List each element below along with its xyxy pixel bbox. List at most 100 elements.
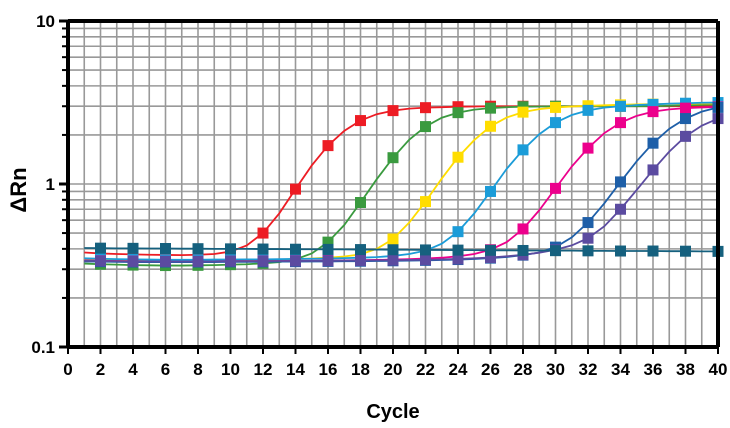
series-2: [84, 98, 724, 272]
series-marker: [127, 242, 139, 254]
series-marker: [95, 242, 106, 254]
series-marker: [647, 164, 659, 176]
series-marker: [420, 121, 431, 133]
series-3: [84, 97, 724, 267]
y-axis-title: ΔRn: [6, 167, 31, 212]
series-marker: [452, 253, 464, 265]
series-marker: [257, 227, 269, 239]
series-marker: [452, 101, 464, 113]
x-tick-label: 0: [63, 360, 72, 379]
y-tick-label: 10: [36, 12, 55, 31]
x-axis-ticks: 0 2 4 6 8 10 12 14 16 18 20 22 24 26 28 30 32 34 36 38 40: [63, 347, 727, 379]
series-marker: [517, 244, 529, 256]
series-marker: [615, 203, 626, 215]
series-marker: [257, 255, 269, 267]
x-tick-label: 12: [254, 360, 273, 379]
y-axis-ticks: 0.1 1 10: [31, 12, 68, 357]
series-marker: [517, 223, 529, 235]
x-tick-label: 32: [579, 360, 598, 379]
series-marker: [517, 106, 529, 118]
series-marker: [680, 113, 691, 125]
series-marker: [647, 98, 659, 110]
series-marker: [485, 120, 496, 132]
series-marker: [322, 243, 334, 255]
series-marker: [160, 243, 171, 255]
series-marker: [387, 244, 399, 256]
series-marker: [420, 102, 431, 114]
series-marker: [225, 243, 236, 255]
series-marker: [647, 106, 659, 118]
series-marker: [387, 233, 399, 245]
x-tick-label: 2: [96, 360, 105, 379]
series-marker: [582, 232, 594, 244]
series-marker: [680, 130, 691, 142]
x-tick-label: 4: [128, 360, 138, 379]
series-marker: [452, 151, 464, 163]
series-line: [84, 101, 719, 261]
x-tick-label: 8: [193, 360, 202, 379]
x-tick-label: 14: [286, 360, 305, 379]
x-tick-label: 36: [644, 360, 663, 379]
x-tick-label: 16: [319, 360, 338, 379]
plot-series-group: [84, 97, 724, 272]
series-marker: [615, 100, 626, 112]
series-marker: [517, 144, 529, 156]
series-marker: [647, 245, 659, 257]
series-marker: [322, 236, 334, 248]
series-marker: [615, 245, 626, 257]
series-marker: [582, 217, 594, 229]
x-tick-label: 38: [676, 360, 695, 379]
series-marker: [387, 152, 399, 164]
series-marker: [95, 255, 106, 267]
series-marker: [355, 255, 366, 267]
series-marker: [452, 107, 464, 119]
x-tick-label: 40: [709, 360, 728, 379]
series-marker: [355, 244, 366, 256]
x-tick-label: 28: [514, 360, 533, 379]
x-tick-label: 26: [481, 360, 500, 379]
series-marker: [680, 245, 691, 257]
series-marker: [550, 101, 561, 113]
series-marker: [127, 255, 139, 267]
series-marker: [550, 117, 561, 129]
series-marker: [322, 255, 334, 267]
series-marker: [485, 102, 496, 114]
series-7: [84, 113, 724, 267]
series-marker: [420, 244, 431, 256]
series-marker: [225, 255, 236, 267]
series-line: [84, 117, 719, 263]
series-marker: [452, 226, 464, 238]
series-marker: [550, 245, 561, 257]
x-tick-label: 34: [611, 360, 630, 379]
x-tick-label: 18: [351, 360, 370, 379]
series-marker: [485, 252, 496, 264]
x-tick-label: 10: [221, 360, 240, 379]
x-tick-label: 24: [449, 360, 468, 379]
x-axis-title: Cycle: [366, 401, 419, 423]
x-tick-label: 20: [384, 360, 403, 379]
series-marker: [387, 105, 399, 117]
series-marker: [452, 244, 464, 256]
series-4: [84, 97, 724, 266]
series-marker: [615, 176, 626, 188]
series-marker: [420, 254, 431, 266]
series-marker: [355, 197, 366, 208]
series-marker: [582, 104, 594, 116]
series-marker: [192, 255, 204, 267]
y-tick-label: 0.1: [31, 338, 55, 357]
series-marker: [420, 196, 431, 208]
series-marker: [680, 102, 691, 114]
series-marker: [290, 183, 301, 195]
series-1: [84, 100, 724, 261]
series-marker: [355, 115, 366, 127]
series-marker: [485, 244, 496, 256]
series-marker: [615, 117, 626, 129]
series-marker: [257, 243, 269, 255]
y-tick-label: 1: [46, 175, 55, 194]
series-marker: [550, 182, 561, 194]
series-marker: [192, 243, 204, 255]
series-marker: [647, 137, 659, 149]
series-marker: [582, 142, 594, 154]
series-marker: [387, 254, 399, 266]
